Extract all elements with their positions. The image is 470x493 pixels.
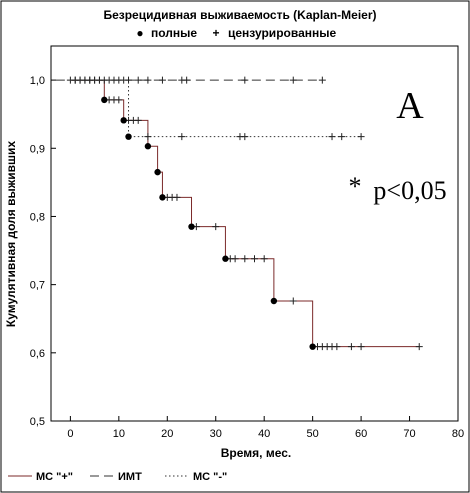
censored-mark (415, 343, 423, 351)
censored-mark (173, 193, 181, 201)
marker-legend-symbol-censored: + (212, 26, 219, 40)
censored-mark (178, 133, 186, 141)
censored-mark (241, 76, 249, 84)
censored-mark (333, 343, 341, 351)
event-point (120, 117, 127, 124)
censored-mark (212, 223, 220, 231)
censored-mark (241, 133, 249, 141)
series-layer (55, 76, 423, 351)
chart-title: Безрецидивная выживаемость (Kaplan-Meier… (103, 8, 376, 22)
event-point (154, 168, 161, 176)
censored-mark (260, 255, 268, 263)
x-tick-label: 0 (67, 428, 73, 440)
censored-mark (134, 116, 142, 124)
x-tick-label: 30 (210, 428, 222, 440)
y-axis-label: Кумулятивная доля выживших (4, 141, 18, 327)
censored-mark (144, 76, 152, 84)
series-line (70, 79, 362, 138)
censored-mark (357, 343, 365, 351)
event-point (125, 133, 132, 140)
legend-label: ИМТ (118, 471, 142, 483)
censored-mark (158, 76, 166, 84)
event-point (309, 343, 316, 350)
marker-legend: ● полные + цензурированные (136, 26, 336, 40)
x-tick-label: 10 (113, 428, 125, 440)
panel-letter: A (396, 85, 424, 127)
y-tick-label: 0,6 (30, 348, 45, 360)
x-tick-label: 40 (258, 428, 270, 440)
censored-mark (338, 133, 346, 141)
axis-ticks: 0 10 20 30 40 50 60 70 80 0,5 0,6 0,7 0,8 0,9 1,0 (30, 75, 464, 440)
censored-mark (144, 133, 152, 141)
series-legend: МС "+" ИМТ МС "-" (8, 471, 227, 483)
legend-label: МС "+" (36, 471, 73, 483)
significance-marker: * (349, 172, 362, 201)
event-point (270, 297, 278, 305)
y-tick-label: 0,8 (30, 211, 45, 223)
censored-mark (289, 76, 297, 84)
censored-mark (241, 255, 249, 263)
censored-mark (115, 96, 123, 104)
censored-mark (328, 133, 336, 141)
censored-mark (134, 76, 142, 84)
y-tick-label: 0,5 (30, 416, 45, 428)
x-tick-label: 20 (161, 428, 173, 440)
y-tick-label: 0,7 (30, 280, 45, 292)
x-tick-label: 70 (403, 428, 415, 440)
event-point (101, 96, 108, 104)
censored-mark (318, 76, 326, 84)
marker-legend-symbol-events: ● (136, 26, 143, 40)
event-point (222, 255, 229, 262)
censored-mark (347, 343, 355, 351)
event-point (188, 223, 195, 230)
x-tick-label: 80 (452, 428, 464, 440)
p-value: p<0,05 (373, 176, 446, 205)
x-tick-label: 60 (355, 428, 367, 440)
x-axis-label: Время, мес. (221, 446, 291, 460)
marker-legend-label-censored: цензурированные (228, 26, 336, 40)
censored-mark (231, 255, 239, 263)
x-tick-label: 50 (307, 428, 319, 440)
censored-mark (357, 133, 365, 141)
censored-mark (251, 255, 258, 263)
plot-area (50, 45, 459, 422)
marker-legend-label-events: полные (151, 26, 197, 40)
event-point (144, 143, 152, 150)
y-tick-label: 1,0 (30, 75, 45, 87)
y-tick-label: 0,9 (30, 143, 45, 155)
legend-label: МС "-" (193, 471, 227, 483)
series-group (66, 76, 423, 351)
event-point (159, 194, 166, 201)
censored-mark (289, 297, 297, 305)
series-line (70, 79, 420, 348)
series-group (70, 76, 365, 141)
censored-mark (183, 76, 191, 84)
